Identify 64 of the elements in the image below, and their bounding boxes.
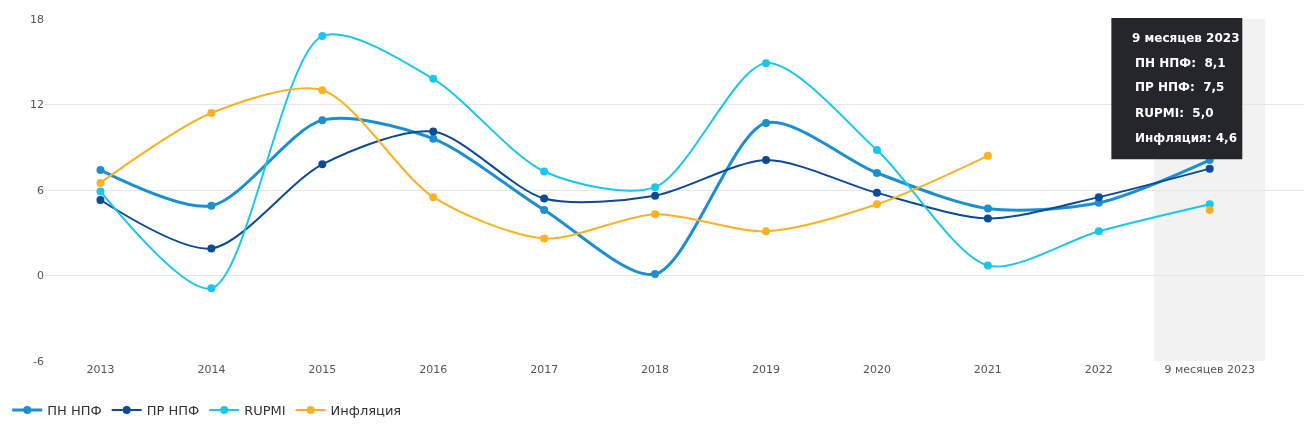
point [207,109,216,118]
point [1205,164,1214,173]
x-tick-label: 2015 [308,363,337,376]
y-tick-label: 0 [37,269,44,283]
point [429,127,438,136]
x-tick-label: 2013 [86,363,115,376]
legend-label: ПР НПФ [146,403,200,419]
y-tick-label: 12 [30,98,44,112]
x-tick-label: 2017 [530,363,559,376]
annotation: Инфляция: 4,6 [1135,131,1237,145]
point [983,214,992,223]
point [762,119,771,128]
point [983,261,992,270]
annotation: ПН НПФ: 8,1 [1135,56,1226,70]
point [429,134,438,143]
point [762,59,771,68]
x-tick-label: 2014 [197,363,226,376]
point [540,234,549,243]
annotation: 9 месяцев 2023 [1132,31,1240,45]
point [651,183,660,192]
annotation: RUPMI: 5,0 [1135,106,1214,120]
point [983,151,992,160]
point [872,168,881,177]
x-tick-label: 2022 [1084,363,1113,376]
point [651,270,660,279]
point [96,178,105,187]
x-tick-label: 2019 [752,363,781,376]
point [318,116,327,125]
point [1094,193,1103,202]
point [872,188,881,197]
point [540,167,549,176]
point [207,244,216,253]
point [983,204,992,213]
point [429,74,438,83]
point [540,194,549,203]
point [540,205,549,214]
point [651,210,660,219]
x-tick-label: 2016 [419,363,448,376]
point [207,284,216,293]
x-tick-label: 2021 [973,363,1002,376]
x-tick-label: 2020 [862,363,891,376]
point [762,227,771,236]
legend-label: ПН НПФ [47,403,102,419]
point [96,187,105,196]
annotation: ПР НПФ: 7,5 [1135,80,1225,94]
point [318,32,327,41]
y-tick-label: -6 [33,354,44,368]
y-tick-label: 18 [30,12,44,26]
x-tick-label: 9 месяцев 2023 [1164,363,1255,376]
point [429,193,438,202]
point [96,195,105,204]
legend-label: Инфляция [330,403,402,419]
point [207,201,216,210]
point [872,146,881,155]
y-tick-label: 6 [37,183,44,197]
point [318,86,327,95]
legend-label: RUPMI [244,403,286,419]
point [762,156,771,165]
point [1094,227,1103,236]
x-tick-label: 2018 [641,363,670,376]
point [96,166,105,175]
point [318,160,327,169]
point [651,191,660,200]
point [872,200,881,209]
